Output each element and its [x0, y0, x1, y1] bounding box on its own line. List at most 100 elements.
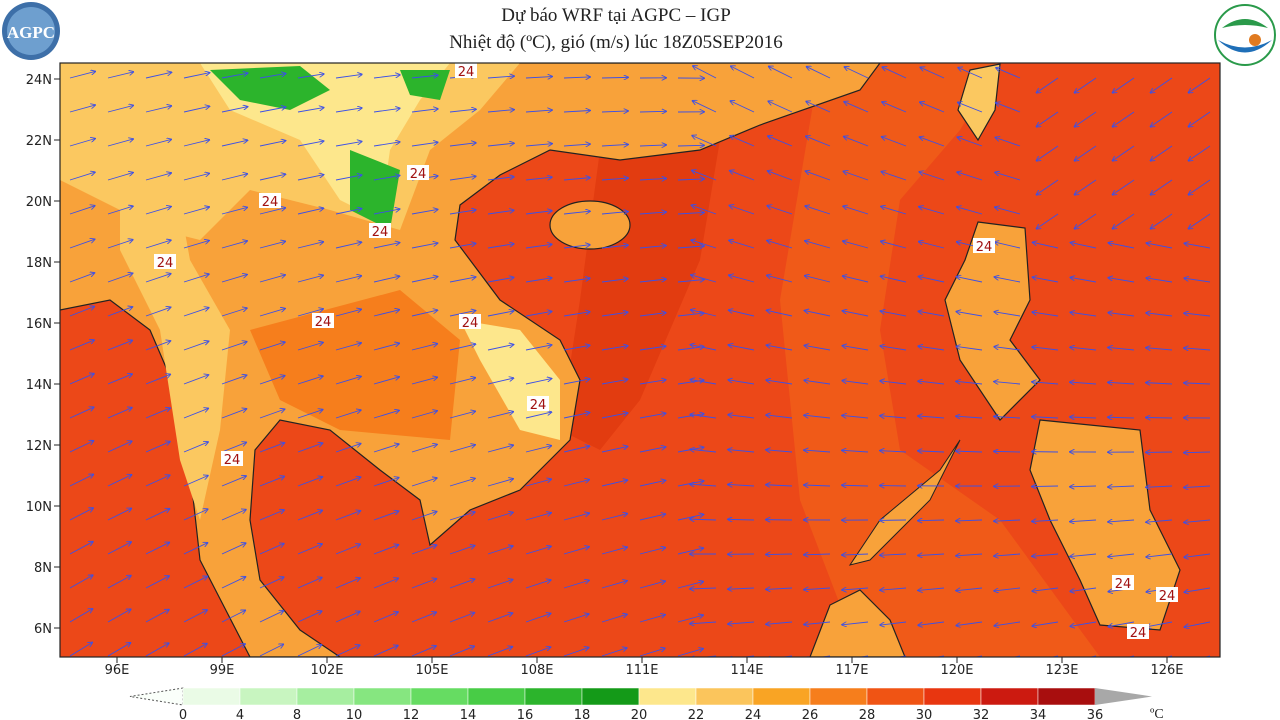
- wind-arrow: [145, 542, 169, 555]
- wind-arrow: [525, 412, 551, 419]
- wind-arrow: [767, 241, 793, 249]
- wind-arrow: [1037, 145, 1059, 161]
- wind-arrow: [804, 554, 831, 555]
- wind-arrow: [107, 340, 132, 351]
- wind-arrow: [639, 212, 666, 214]
- wind-arrow: [918, 311, 945, 317]
- wind-arrow: [1032, 520, 1059, 521]
- wind-arrow: [1037, 77, 1059, 93]
- wind-arrow: [842, 450, 869, 452]
- wind-arrow: [487, 412, 513, 419]
- wind-arrow: [882, 137, 907, 147]
- wind-arrow: [221, 644, 245, 657]
- hainan: [549, 200, 631, 250]
- wind-arrow: [563, 547, 589, 555]
- wind-arrow: [677, 313, 704, 317]
- wind-arrow: [411, 478, 437, 487]
- colorbar-high: [1095, 688, 1152, 705]
- wind-arrow: [221, 308, 247, 317]
- palawan: [848, 439, 961, 566]
- wind-arrow: [728, 345, 755, 351]
- wind-arrow: [259, 208, 285, 215]
- wind-arrow: [221, 342, 247, 351]
- wind-arrow: [639, 548, 665, 555]
- wind-arrow: [69, 643, 92, 657]
- wind-arrow: [1037, 213, 1059, 229]
- wind-arrow: [639, 111, 666, 112]
- wind-arrow: [449, 546, 475, 555]
- wind-arrow: [994, 382, 1021, 384]
- colorbar: 0 4 8 10 12 14 16 18 20 22 24 26 28 30 32 34 36 ºC: [129, 687, 1164, 720]
- wind-arrow: [995, 172, 1021, 181]
- wind-arrow: [107, 307, 132, 317]
- wind-arrow: [766, 485, 793, 486]
- wind-arrow: [639, 346, 666, 351]
- wind-arrow: [69, 474, 93, 487]
- wind-arrow: [449, 512, 475, 521]
- wind-arrow: [639, 413, 666, 419]
- wind-arrow: [805, 276, 831, 283]
- wind-arrow: [297, 108, 324, 113]
- colorbar-label: 34: [1030, 708, 1047, 720]
- wind-arrow: [768, 101, 793, 113]
- wind-arrow: [335, 276, 361, 283]
- wind-arrow: [183, 274, 209, 283]
- wind-arrow: [1075, 213, 1097, 229]
- wind-arrow: [1032, 554, 1059, 556]
- wind-arrow: [525, 278, 552, 283]
- wind-arrow: [956, 416, 983, 418]
- wind-arrow: [1037, 179, 1059, 195]
- wind-arrow: [221, 375, 246, 385]
- wind-arrow: [297, 443, 322, 453]
- wind-arrow: [994, 277, 1021, 283]
- wind-arrow: [525, 647, 550, 657]
- wind-arrow: [880, 311, 907, 317]
- lon-label: 126E: [1150, 663, 1183, 678]
- wind-arrow: [297, 309, 323, 317]
- wind-arrow: [880, 346, 907, 351]
- wind-arrow: [335, 444, 361, 453]
- wind-arrow: [183, 408, 208, 419]
- wind-arrow: [804, 622, 831, 625]
- wind-arrow: [1070, 277, 1097, 283]
- wind-arrow: [728, 622, 755, 624]
- wind-arrow: [373, 545, 398, 555]
- wind-arrow: [956, 381, 983, 384]
- wind-arrow: [1113, 213, 1135, 229]
- wind-arrow: [145, 307, 171, 317]
- wind-arrow: [563, 211, 590, 215]
- contour-label: 24: [530, 398, 547, 413]
- wind-arrow: [844, 137, 869, 147]
- wind-arrow: [69, 273, 94, 283]
- wind-arrow: [957, 172, 983, 181]
- wind-arrow: [766, 450, 793, 452]
- wind-arrow: [767, 206, 793, 215]
- wind-arrow: [920, 102, 945, 113]
- wind-arrow: [692, 205, 717, 215]
- wind-arrow: [373, 176, 400, 181]
- wind-arrow: [729, 275, 755, 283]
- wind-arrow: [335, 578, 360, 589]
- wind-arrow: [729, 310, 755, 317]
- wind-arrow: [880, 416, 907, 418]
- axes: 24N 22N 20N 18N 16N 14N 12N 10N 8N 6N 96E 99E 102E 10…: [26, 73, 1184, 678]
- wind-arrow: [563, 345, 590, 351]
- colorbar-swatch: [296, 687, 355, 706]
- wind-arrow: [691, 345, 717, 351]
- wind-arrow: [728, 380, 755, 385]
- wind-arrow: [805, 311, 831, 317]
- wind-arrow: [677, 347, 704, 351]
- wind-arrow: [958, 137, 983, 147]
- wind-arrow: [881, 276, 907, 283]
- lat-label: 10N: [26, 500, 52, 515]
- wind-arrow: [1146, 553, 1173, 557]
- wind-arrow: [766, 588, 793, 589]
- colorbar-swatch: [695, 687, 754, 706]
- wind-arrow: [1070, 554, 1097, 557]
- wind-arrow: [918, 416, 945, 418]
- wind-arrow: [183, 140, 209, 147]
- contour-labels: 24 24 24 24 24 24 24 24 24 24 24 24 24: [154, 63, 1178, 641]
- mountains: [210, 66, 450, 230]
- wind-arrow: [487, 445, 513, 453]
- wind-arrow: [843, 241, 869, 249]
